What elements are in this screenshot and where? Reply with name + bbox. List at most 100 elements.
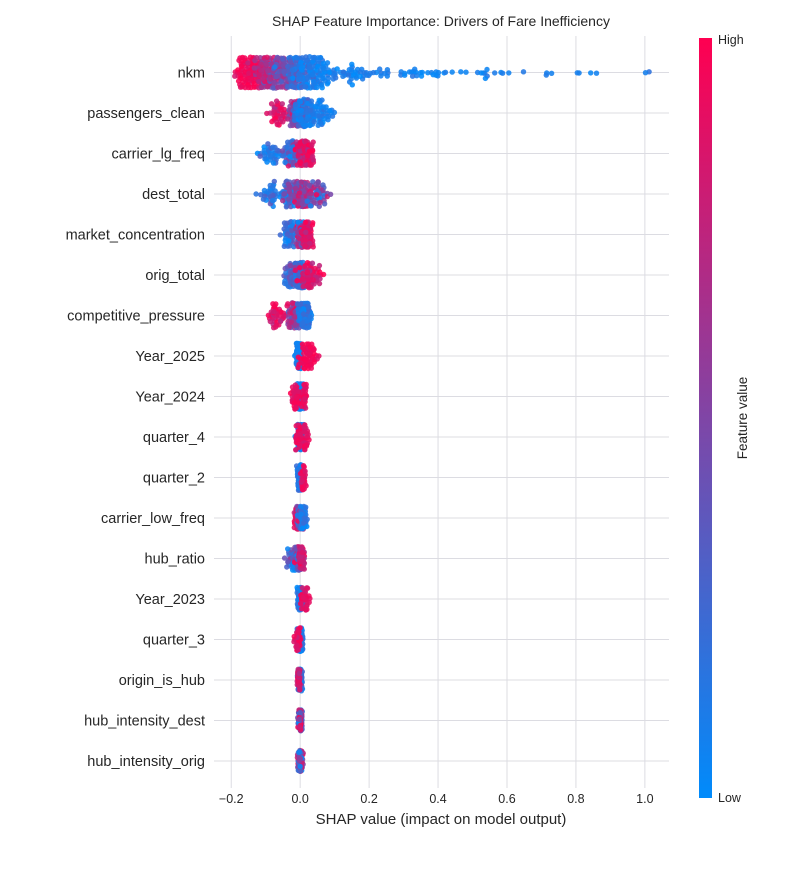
shap-point — [326, 69, 333, 76]
shap-point — [315, 122, 321, 128]
shap-point — [237, 55, 243, 61]
shap-point — [307, 203, 314, 209]
shap-point — [299, 606, 305, 612]
shap-point — [260, 196, 267, 202]
shap-point — [378, 73, 384, 79]
shap-point — [319, 97, 325, 103]
shap-point — [301, 425, 308, 431]
shap-point — [574, 70, 580, 76]
shap-point — [298, 544, 305, 551]
shap-point — [442, 69, 449, 76]
shap-point — [311, 281, 317, 287]
colorbar-axis-label: Feature value — [735, 377, 750, 460]
shap-point — [291, 400, 297, 406]
shap-point — [284, 231, 290, 237]
feature-label: carrier_lg_freq — [112, 147, 206, 163]
shap-point — [296, 724, 302, 730]
shap-point — [281, 220, 288, 226]
shap-point — [286, 238, 292, 244]
shap-point — [232, 73, 238, 79]
feature-label: carrier_low_freq — [101, 511, 205, 527]
shap-point — [271, 178, 277, 185]
shap-point — [285, 559, 291, 565]
shap-point — [278, 78, 284, 85]
shap-point — [588, 70, 594, 76]
feature-label: Year_2025 — [135, 349, 205, 365]
shap-point — [242, 55, 248, 61]
shap-point — [270, 160, 277, 166]
shap-point — [309, 148, 316, 154]
shap-point — [412, 66, 418, 72]
shap-point — [324, 60, 331, 66]
shap-point — [290, 75, 296, 81]
shap-point — [285, 139, 291, 145]
beeswarm-row-hub_intensity_dest — [295, 707, 305, 734]
beeswarm-row-passengers_clean — [264, 96, 338, 130]
shap-point — [303, 442, 310, 448]
shap-point — [298, 116, 305, 122]
shap-point — [273, 74, 279, 80]
beeswarm-row-carrier_low_freq — [291, 503, 310, 532]
shap-point — [449, 69, 455, 75]
shap-point — [349, 82, 355, 88]
shap-point — [312, 103, 319, 110]
shap-point — [295, 123, 301, 129]
shap-point — [237, 84, 244, 90]
shap-point — [286, 189, 293, 195]
shap-point — [543, 72, 549, 78]
feature-label: hub_intensity_dest — [84, 714, 205, 730]
shap-point — [292, 382, 298, 388]
shap-point — [304, 363, 311, 369]
shap-point — [302, 243, 309, 249]
shap-point — [271, 308, 277, 315]
feature-label: market_concentration — [66, 228, 205, 244]
shap-point — [300, 463, 307, 469]
x-tick-label: 0.2 — [360, 792, 377, 806]
shap-point — [287, 262, 293, 269]
shap-point — [482, 75, 489, 82]
shap-point — [309, 260, 316, 266]
shap-point — [265, 141, 271, 147]
shap-point — [246, 70, 252, 76]
shap-point — [292, 322, 298, 328]
shap-point — [295, 152, 301, 158]
x-axis-label: SHAP value (impact on model output) — [316, 811, 567, 828]
shap-point — [295, 388, 302, 395]
feature-label: passengers_clean — [87, 106, 205, 122]
shap-point — [298, 511, 304, 517]
shap-point — [409, 73, 416, 79]
shap-point — [294, 284, 301, 290]
shap-point — [340, 73, 346, 80]
shap-point — [307, 314, 313, 320]
shap-point — [303, 138, 309, 145]
shap-point — [310, 244, 316, 250]
shap-point — [297, 756, 303, 762]
shap-point — [311, 80, 317, 86]
shap-point — [298, 600, 304, 607]
shap-point — [281, 280, 288, 287]
shap-point — [304, 585, 311, 591]
shap-point — [302, 263, 308, 270]
shap-point — [303, 54, 309, 60]
x-tick-label: 0.8 — [567, 792, 584, 806]
shap-point — [303, 504, 309, 510]
shap-point — [294, 394, 300, 400]
feature-label: origin_is_hub — [119, 673, 205, 689]
shap-point — [272, 188, 278, 194]
feature-label: quarter_2 — [143, 471, 205, 487]
shap-point — [274, 121, 280, 128]
shap-point — [309, 154, 316, 160]
shap-point — [305, 269, 311, 275]
shap-point — [322, 78, 328, 84]
shap-point — [311, 118, 317, 125]
shap-point — [253, 54, 260, 61]
shap-point — [357, 73, 363, 80]
feature-label: hub_ratio — [145, 552, 205, 568]
shap-point — [320, 64, 327, 70]
beeswarm-row-Year_2024 — [287, 381, 310, 412]
beeswarm-row-quarter_3 — [291, 625, 306, 654]
shap-point — [302, 84, 308, 90]
shap-point — [265, 67, 271, 74]
